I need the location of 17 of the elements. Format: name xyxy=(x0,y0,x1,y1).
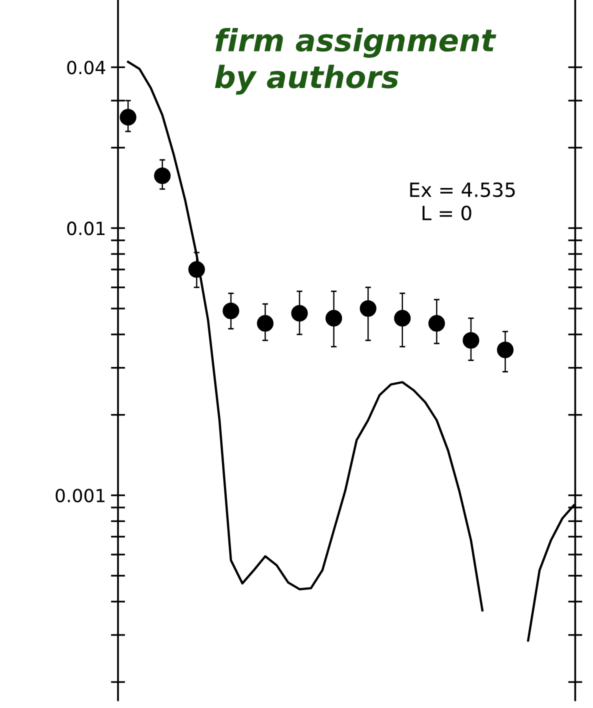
point xyxy=(120,108,136,126)
point xyxy=(188,261,205,278)
point xyxy=(428,315,445,332)
point xyxy=(496,342,514,358)
point xyxy=(256,315,274,332)
y-tick-label: 0.04 xyxy=(67,60,106,74)
point xyxy=(462,332,480,349)
point xyxy=(222,302,240,320)
annotation: firm assignment by authors xyxy=(214,28,496,95)
point xyxy=(291,304,308,322)
annotation: Ex = 4.535 L = 0 xyxy=(410,182,515,220)
point xyxy=(394,310,411,327)
point xyxy=(326,310,342,327)
point xyxy=(360,300,376,317)
y-tick-label: 0.01 xyxy=(67,222,105,236)
y-tick-label: 0.001 xyxy=(56,488,105,502)
point xyxy=(154,167,171,184)
